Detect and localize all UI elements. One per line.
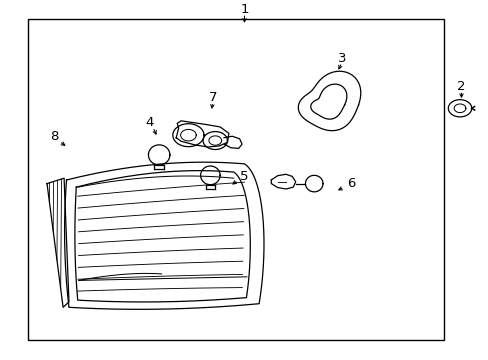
Text: 3: 3 [337,51,346,64]
Bar [27,19,444,339]
Text: 1: 1 [240,3,248,16]
Text: 4: 4 [145,116,153,129]
Text: 7: 7 [208,91,217,104]
Text: 5: 5 [240,170,248,183]
Text: 2: 2 [456,80,465,93]
Text: 8: 8 [50,130,59,144]
Text: 6: 6 [347,177,355,190]
